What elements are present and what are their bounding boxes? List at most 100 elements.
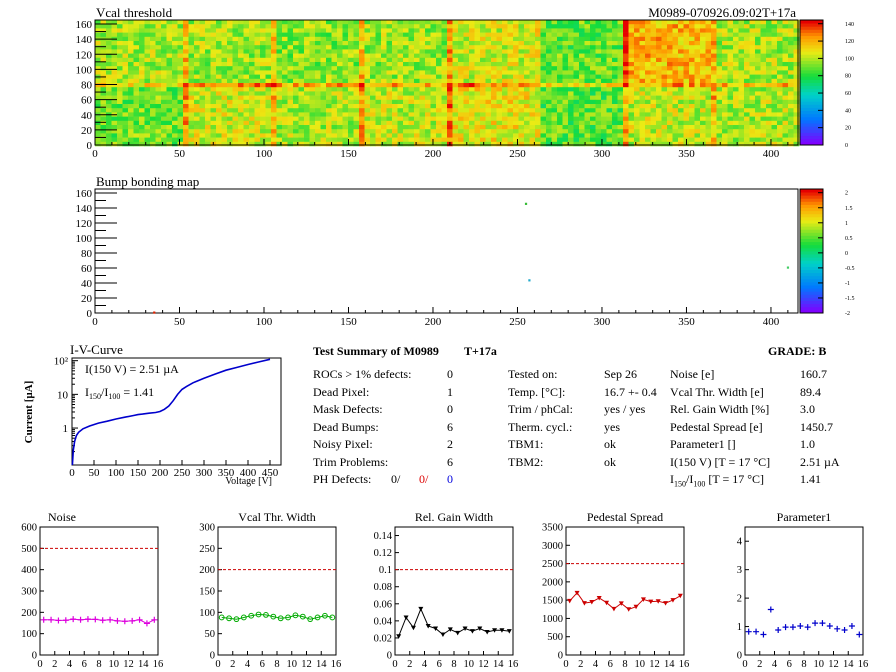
vcal-cell [155, 83, 162, 88]
vcal-cell [628, 53, 635, 59]
vcal-cell [293, 41, 299, 46]
vcal-cell [755, 28, 761, 33]
vcal-cell [634, 28, 640, 33]
vcal-cell [716, 28, 723, 33]
vcal-cell [678, 141, 684, 147]
vcal-cell [634, 36, 640, 42]
vcal-cell [634, 57, 640, 63]
vcal-cell [733, 99, 739, 105]
vcal-cell [194, 129, 200, 134]
vcal-cell [755, 120, 761, 126]
vcal-cell [617, 141, 624, 147]
vcal-cell [700, 32, 706, 38]
vcal-cell [447, 78, 453, 84]
vcal-cell [254, 45, 261, 50]
vcal-cell [683, 57, 690, 63]
vcal-cell [744, 24, 750, 29]
vcal-cell [150, 125, 156, 130]
plot-0-xtick-label: 4 [67, 659, 73, 670]
vcal-cell [650, 116, 657, 122]
vcal-cell [276, 91, 283, 96]
vcal-cell [128, 57, 134, 63]
vcal-cell [260, 125, 266, 130]
vcal-cell [199, 125, 206, 130]
vcal-cell [100, 129, 107, 134]
vcal-cell [348, 129, 354, 134]
vcal-cell [617, 28, 624, 33]
vcal-cell [403, 129, 409, 134]
vcal-cell [733, 57, 739, 63]
vcal-cell [144, 104, 151, 109]
vcal-cell [243, 49, 250, 54]
vcal-cell [546, 125, 552, 130]
bump-palette-swatch [800, 272, 823, 277]
vcal-cell [249, 129, 255, 134]
vcal-cell [595, 112, 602, 117]
vcal-cell [595, 41, 602, 46]
vcal-cell [590, 74, 596, 80]
plot-3-ytick-label: 500 [547, 632, 563, 643]
iv-ytick-label: 1 [63, 423, 69, 435]
vcal-cell [650, 91, 657, 96]
vcal-cell [166, 32, 173, 38]
vcal-cell [612, 120, 618, 126]
vcal-cell [128, 141, 134, 147]
vcal-palette-swatch [800, 104, 823, 108]
vcal-cell [100, 133, 107, 138]
vcal-cell [678, 129, 684, 134]
vcal-cell [419, 83, 426, 88]
vcal-cell [557, 137, 563, 143]
vcal-cell [249, 36, 255, 42]
vcal-cell [689, 99, 695, 105]
vcal-cell [210, 125, 217, 130]
vcal-cell [513, 104, 519, 109]
plot-4-xtick-label: 16 [858, 659, 869, 670]
vcal-cell [128, 24, 134, 29]
bump-xtick-label: 100 [256, 316, 273, 328]
vcal-cell [788, 95, 794, 101]
vcal-cell [595, 91, 602, 96]
vcal-cell [738, 62, 745, 67]
vcal-cell [535, 32, 541, 38]
vcal-cell [579, 66, 585, 71]
vcal-cell [606, 70, 613, 75]
vcal-cell [249, 125, 255, 130]
vcal-cell [793, 129, 800, 134]
vcal-cell [172, 120, 178, 126]
vcal-cell [661, 112, 668, 117]
vcal-cell [260, 74, 266, 80]
vcal-cell [348, 66, 354, 71]
vcal-cell [425, 32, 431, 38]
vcal-cell [287, 53, 294, 59]
vcal-cell [705, 20, 712, 25]
vcal-cell [298, 133, 305, 138]
vcal-cell [199, 137, 206, 143]
vcal-cell [491, 78, 497, 84]
vcal-cell [639, 49, 646, 54]
vcal-cell [221, 70, 228, 75]
vcal-cell [738, 36, 745, 42]
plot-2-xtick-label: 0 [392, 659, 397, 670]
vcal-cell [133, 62, 140, 67]
vcal-cell [738, 137, 745, 143]
vcal-cell [392, 57, 398, 63]
vcal-cell [650, 57, 657, 63]
vcal-cell [513, 20, 519, 25]
vcal-cell [359, 129, 365, 134]
vcal-cell [656, 99, 662, 105]
bump-palette-swatch [800, 269, 823, 274]
vcal-cell [507, 36, 514, 42]
vcal-cell [540, 45, 547, 50]
vcal-cell [656, 133, 662, 138]
vcal-cell [166, 66, 173, 71]
vcal-cell [612, 133, 618, 138]
vcal-cell [254, 66, 261, 71]
vcal-cell [755, 49, 761, 54]
vcal-cell [694, 74, 701, 80]
vcal-cell [133, 20, 140, 25]
vcal-cell [447, 53, 453, 59]
vcal-cell [711, 45, 717, 50]
vcal-cell [722, 141, 728, 147]
vcal-cell [106, 45, 112, 50]
vcal-cell [645, 41, 651, 46]
